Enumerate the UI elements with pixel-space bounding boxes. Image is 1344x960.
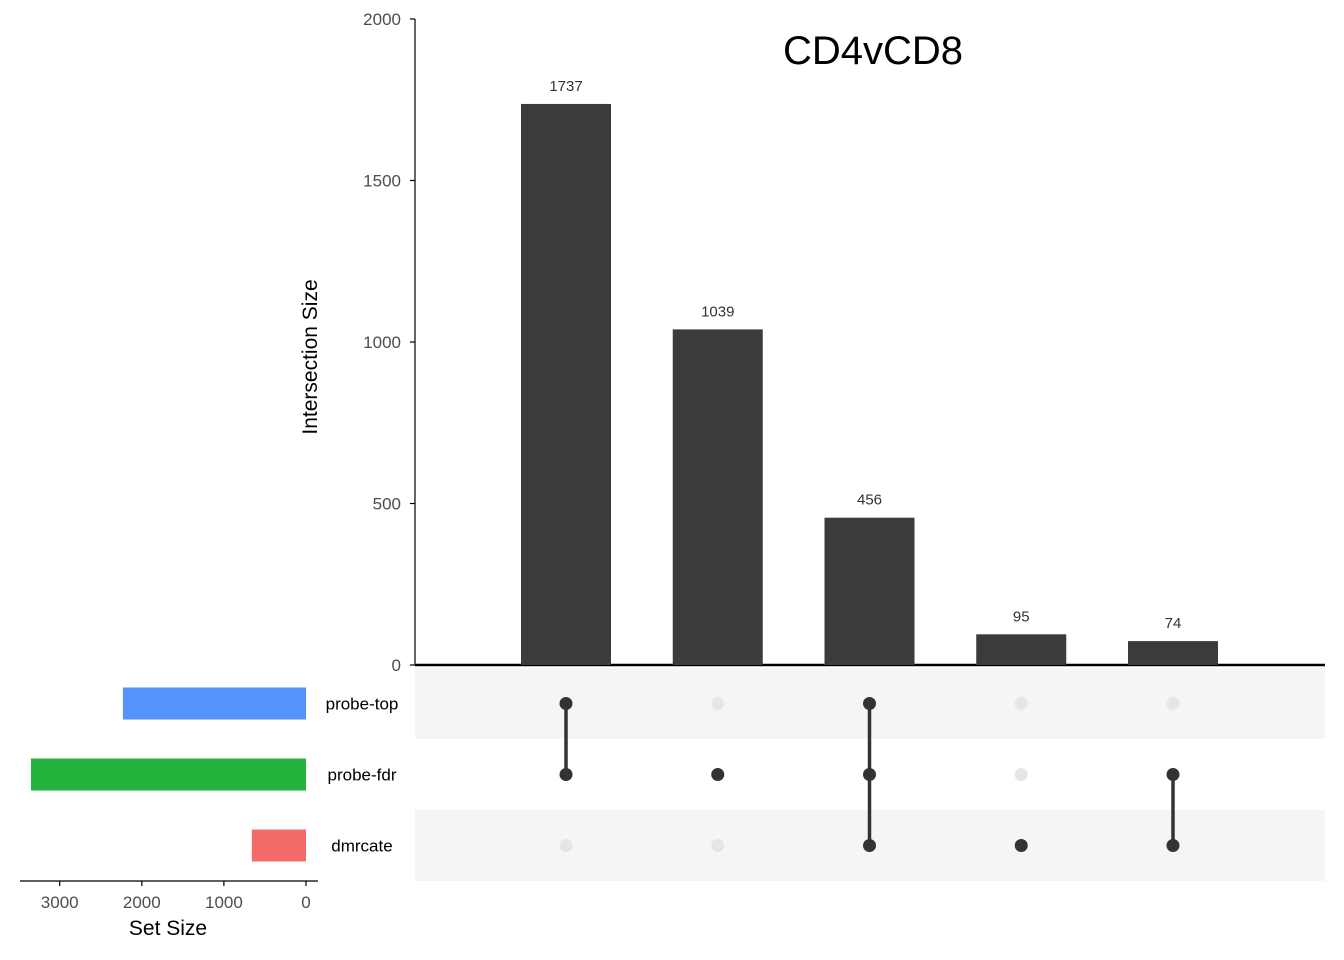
bar-data-label: 1039: [701, 303, 734, 320]
y-axis-label: Intersection Size: [299, 279, 322, 434]
intersection-bar: [824, 517, 915, 665]
intersection-bar: [521, 103, 611, 666]
y-tick-label: 2000: [363, 10, 401, 29]
intersection-bar: [976, 634, 1067, 665]
set-size-bar: [251, 829, 306, 862]
set-name-label: dmrcate: [331, 837, 392, 856]
set-size-bar: [122, 687, 307, 720]
set-name-label: probe-top: [326, 695, 399, 714]
set-size-tick-label: 3000: [41, 893, 79, 912]
bar-data-label: 95: [1013, 608, 1030, 625]
matrix-dot-active: [559, 697, 573, 710]
matrix-dot-inactive: [1166, 697, 1180, 710]
matrix-dot-inactive: [559, 839, 573, 852]
bar-data-label: 74: [1165, 615, 1182, 632]
set-size-axis: 3000 2000 1000 0: [20, 880, 318, 912]
set-size-tick-label: 1000: [205, 893, 243, 912]
set-size-tick-label: 0: [301, 893, 310, 912]
intersection-bar: [1128, 641, 1218, 665]
matrix-dot-inactive: [711, 839, 725, 852]
set-name-label: probe-fdr: [328, 766, 397, 785]
intersection-bar-labels: 1737 1039 456 95 74: [549, 78, 1181, 632]
y-tick-label: 1000: [363, 333, 401, 352]
y-tick-label: 1500: [363, 172, 401, 191]
matrix-dot-active: [1166, 768, 1180, 781]
matrix-dot-active: [711, 768, 725, 781]
y-tick-label: 0: [392, 656, 401, 675]
matrix-dot-active: [1166, 839, 1180, 852]
matrix-dot-inactive: [711, 697, 725, 710]
chart-title: CD4vCD8: [783, 29, 963, 73]
matrix-dot-active: [559, 768, 573, 781]
set-size-bars: [30, 687, 307, 862]
intersection-bars: [521, 103, 1218, 666]
intersection-bar: [672, 329, 763, 665]
set-name-labels: probe-top probe-fdr dmrcate: [326, 695, 399, 856]
matrix-dot-active: [863, 839, 876, 852]
bar-data-label: 1737: [549, 78, 582, 95]
matrix-dot-active: [1014, 839, 1028, 852]
intersection-matrix: [559, 697, 1180, 852]
y-tick-label: 500: [373, 495, 401, 514]
matrix-dot-inactive: [1014, 768, 1028, 781]
bar-data-label: 456: [857, 492, 882, 509]
set-size-axis-label: Set Size: [129, 917, 207, 940]
set-size-bar: [30, 758, 307, 791]
matrix-dot-active: [863, 697, 876, 710]
set-size-tick-label: 2000: [123, 893, 161, 912]
matrix-dot-inactive: [1014, 697, 1028, 710]
matrix-dot-active: [863, 768, 876, 781]
